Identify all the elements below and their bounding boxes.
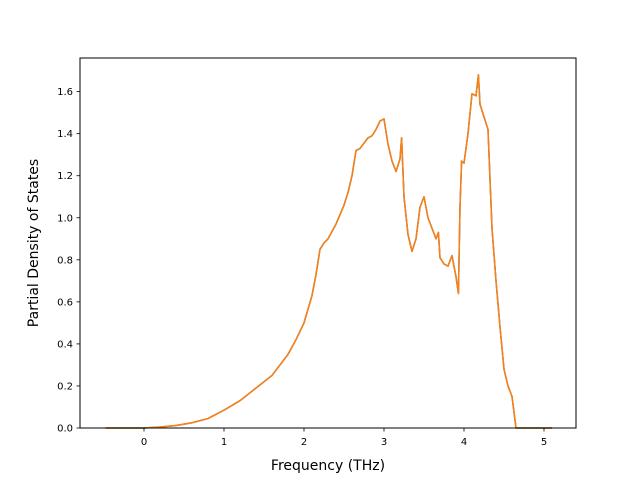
series-layer — [105, 74, 552, 429]
y-tick-label: 0.8 — [57, 255, 73, 266]
x-tick-label: 0 — [141, 437, 147, 448]
series-line-2 — [105, 74, 552, 429]
x-tick-label: 4 — [461, 437, 467, 448]
y-axis-ticks: 0.0 0.2 0.4 0.6 0.8 1.0 1.2 1.4 1.6 — [57, 87, 80, 435]
y-tick-label: 1.4 — [57, 129, 73, 140]
x-tick-label: 2 — [301, 437, 307, 448]
y-axis-label: Partial Density of States — [26, 159, 42, 327]
plot-frame — [79, 57, 577, 429]
y-tick-label: 1.6 — [57, 87, 73, 98]
x-tick-label: 3 — [381, 437, 387, 448]
y-tick-label: 0.6 — [57, 297, 73, 308]
x-axis-ticks: 0 1 2 3 4 5 — [141, 428, 547, 448]
x-tick-label: 1 — [221, 437, 227, 448]
y-tick-label: 0.2 — [57, 381, 73, 392]
y-tick-label: 1.0 — [57, 213, 73, 224]
x-axis-label: Frequency (THz) — [271, 458, 385, 474]
x-tick-label: 5 — [541, 437, 547, 448]
y-tick-label: 0.4 — [57, 339, 73, 350]
y-tick-label: 1.2 — [57, 171, 73, 182]
y-tick-label: 0.0 — [57, 424, 73, 435]
